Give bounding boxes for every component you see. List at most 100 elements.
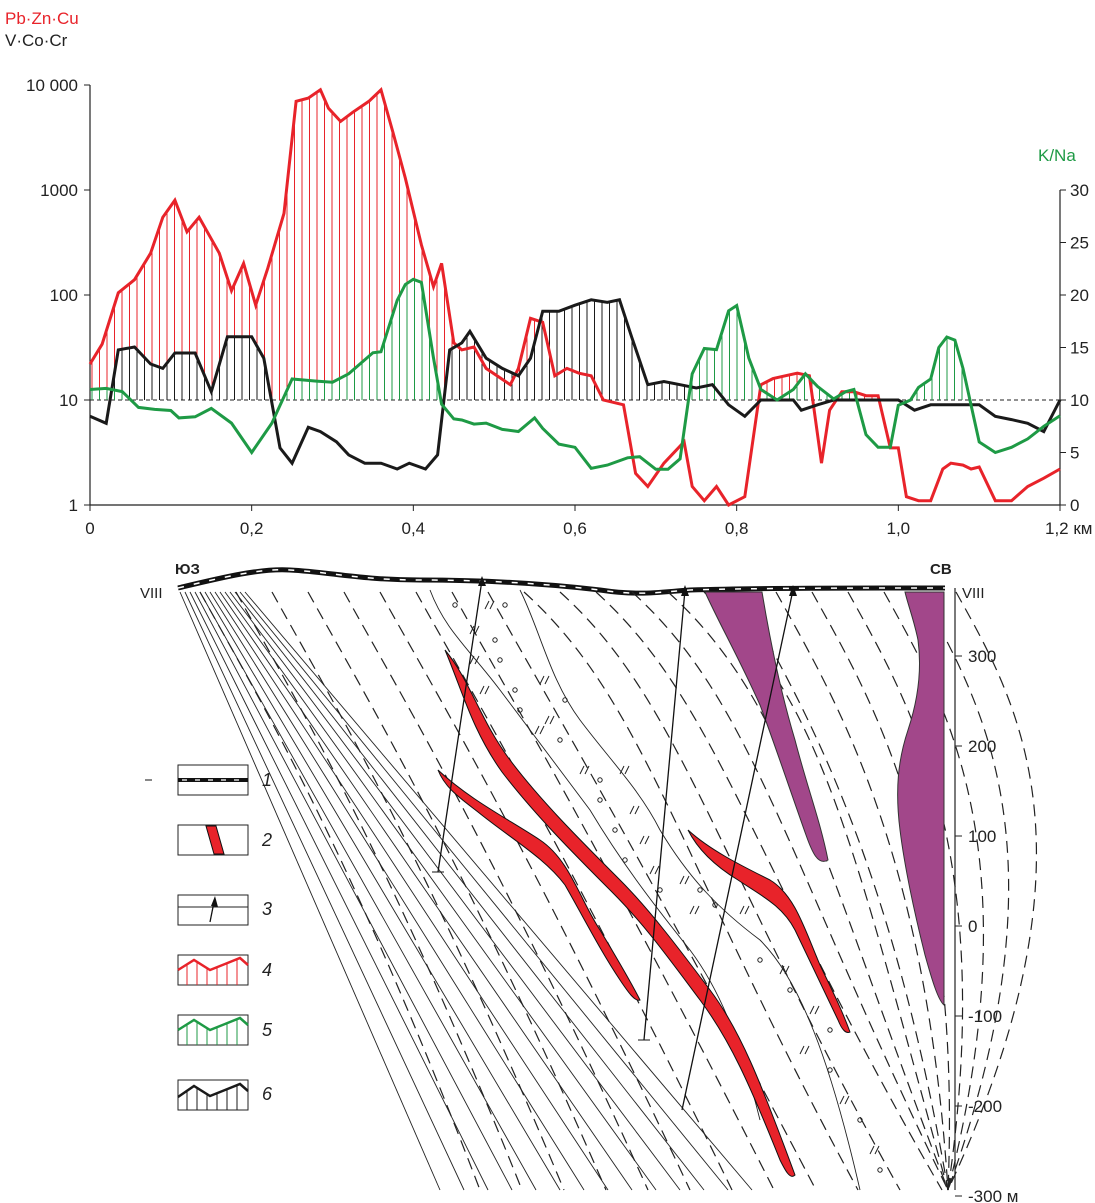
x-tick-label: 1,0 — [887, 519, 911, 538]
depth-tick-label: -300 м — [968, 1187, 1018, 1203]
schist-slash — [469, 625, 480, 635]
stratum-solid-line — [229, 591, 681, 1191]
x-axis-ticks: 0 0,2 0,4 0,6 0,8 1,0 1,2 км — [85, 505, 1092, 538]
left-axis-title-secondary: V·Co·Cr — [5, 31, 68, 50]
right-axis-ticks: 0 5 10 15 20 25 30 — [1060, 181, 1089, 515]
series-line-v-co-cr — [89, 298, 1062, 471]
tuff-dot — [827, 1067, 833, 1073]
legend-item-2: 2 — [177, 824, 272, 856]
schist-slash — [639, 835, 650, 845]
x-tick-label: 0,6 — [563, 519, 587, 538]
stratum-solid-line — [219, 591, 633, 1191]
legend-item-6: 6 — [177, 1079, 273, 1111]
ore-body-icon — [205, 825, 225, 855]
tuff-pattern — [452, 600, 883, 1173]
tuff-dot — [512, 687, 518, 693]
schist-slash — [484, 600, 495, 610]
legend-number-6: 6 — [262, 1084, 273, 1104]
borehole-2 — [638, 585, 689, 1041]
lens-boundary-east — [519, 589, 861, 1191]
tuff-dot — [787, 987, 793, 993]
stratum-solid-line — [224, 591, 657, 1191]
red-profile-icon — [177, 956, 249, 985]
stratum-dashed-line — [947, 591, 1038, 1191]
depth-tick-label: 0 — [968, 917, 977, 936]
series-line-k-na — [89, 277, 1061, 471]
right-tick-label: 25 — [1070, 234, 1089, 253]
schist-slash — [739, 905, 750, 915]
stratum-solid-line — [214, 591, 609, 1191]
schist-slash — [869, 1145, 880, 1155]
borehole-1 — [432, 576, 486, 873]
x-tick-label: 0 — [85, 519, 94, 538]
schist-slash — [809, 1005, 820, 1015]
stratum-solid-line — [194, 591, 513, 1191]
schist-slash — [479, 685, 490, 695]
left-tick-label: 1 — [69, 496, 78, 515]
stratum-dashed-line — [775, 591, 949, 1191]
left-axis-title-primary: Pb·Zn·Cu — [5, 9, 79, 28]
schist-slash — [839, 1095, 850, 1105]
right-tick-label: 5 — [1070, 444, 1079, 463]
tuff-dot — [452, 602, 458, 608]
schist-slash — [469, 655, 480, 665]
depth-tick-label: 300 — [968, 647, 996, 666]
right-tick-label: 15 — [1070, 339, 1089, 358]
tuff-dot — [712, 902, 718, 908]
stratum-dashed-line — [919, 591, 1010, 1191]
tuff-dot — [697, 887, 703, 893]
tuff-dot — [827, 1027, 833, 1033]
schist-slash — [629, 805, 640, 815]
tuff-dot — [857, 1117, 863, 1123]
green-profile-icon — [177, 1016, 249, 1045]
left-tick-label: 10 — [59, 391, 78, 410]
legend-item-4: 4 — [177, 954, 272, 986]
intrusion-east — [897, 591, 945, 1007]
schist-slash — [679, 875, 690, 885]
series-hatching — [91, 92, 970, 400]
stratum-solid-line — [239, 591, 729, 1191]
schist-slash — [539, 675, 550, 685]
stratum-solid-line — [179, 591, 441, 1191]
tuff-dot — [877, 1167, 883, 1173]
tuff-dot — [597, 777, 603, 783]
tuff-dot — [657, 887, 663, 893]
schist-slash — [689, 905, 700, 915]
intrusion-west — [704, 591, 829, 862]
ore-body-lower — [437, 769, 641, 1001]
stratum-dashed-line — [271, 591, 565, 1191]
tuff-dot — [612, 827, 618, 833]
tuff-dot — [502, 602, 508, 608]
borehole-icon — [209, 896, 218, 923]
horizon-label-left: VIII — [140, 585, 163, 602]
depth-tick-label: -100 — [968, 1007, 1002, 1026]
series-line-pb-zn-cu — [88, 86, 1061, 507]
legend-item-1: 1 — [145, 764, 272, 796]
x-tick-label: 0,4 — [402, 519, 426, 538]
surface-cover-inner — [177, 568, 946, 594]
tuff-dot — [517, 707, 523, 713]
schist-slash — [649, 865, 660, 875]
depth-axis-ticks: 300 200 100 0 -100 -200 -300 м — [955, 647, 1018, 1203]
black-profile-icon — [177, 1082, 249, 1110]
stratum-dashed-line — [631, 591, 949, 1191]
schist-slash — [534, 725, 545, 735]
tuff-dot — [562, 697, 568, 703]
horizon-label-right: VIII — [962, 585, 985, 602]
tuff-dot — [622, 857, 628, 863]
stratum-dashed-line — [883, 591, 984, 1191]
stratum-dashed-line — [739, 591, 949, 1191]
right-tick-label: 10 — [1070, 391, 1089, 410]
legend-item-3: 3 — [177, 894, 272, 926]
right-tick-label: 0 — [1070, 496, 1079, 515]
stratum-dashed-line — [559, 591, 901, 1191]
series-lines — [88, 86, 1062, 507]
ore-body-east — [687, 829, 851, 1033]
stratum-dashed-line — [595, 591, 943, 1191]
schist-slash — [779, 965, 790, 975]
stratum-dashed-line — [307, 591, 607, 1191]
legend-number-3: 3 — [262, 899, 272, 919]
stratum-solid-line — [189, 591, 489, 1191]
